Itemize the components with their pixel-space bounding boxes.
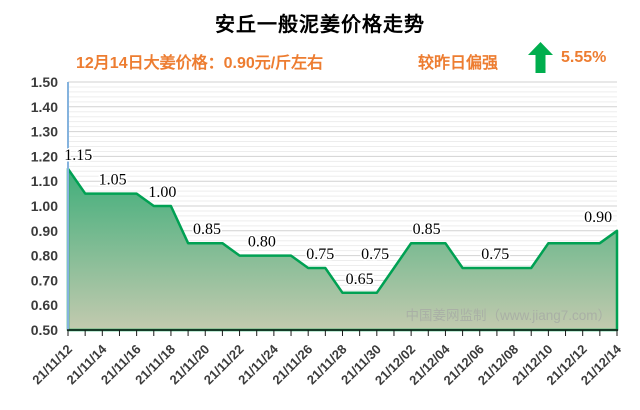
svg-text:0.80: 0.80 [248,234,276,251]
svg-text:0.70: 0.70 [31,272,58,288]
price-area-series [66,167,619,332]
svg-text:0.85: 0.85 [413,221,441,238]
svg-text:0.75: 0.75 [481,246,509,263]
svg-text:1.00: 1.00 [148,184,176,201]
data-labels: 1.15 1.05 1.00 0.85 0.80 0.75 0.65 0.75 0.85 0.75… [63,145,614,289]
svg-text:0.90: 0.90 [31,223,58,239]
up-arrow-shape [528,42,553,73]
y-axis-labels: 0.50 0.60 0.70 0.80 0.90 1.00 1.10 1.20 1.30 1.40… [31,74,58,338]
watermark-text: 中国姜网监制（www.jiang7.com） [405,308,611,323]
chart-title: 安丘一般泥姜价格走势 [215,14,425,36]
svg-text:1.30: 1.30 [31,124,58,140]
up-arrow-icon [528,42,553,73]
svg-text:1.40: 1.40 [31,99,58,115]
svg-text:1.50: 1.50 [31,74,58,90]
svg-text:1.05: 1.05 [99,172,127,189]
trend-direction-label: 较昨日偏强 [418,55,499,72]
x-axis [67,329,618,336]
price-summary-text: 12月14日大姜价格：0.90元/斤左右 [76,55,324,72]
svg-text:0.90: 0.90 [584,209,612,226]
svg-text:0.60: 0.60 [31,297,58,313]
svg-text:1.20: 1.20 [31,148,58,164]
change-percent: 5.55% [561,49,607,66]
svg-text:0.75: 0.75 [306,246,334,263]
svg-text:1.00: 1.00 [31,198,58,214]
svg-text:1.10: 1.10 [31,173,58,189]
svg-text:0.65: 0.65 [346,271,374,288]
svg-text:0.50: 0.50 [31,322,58,338]
svg-text:1.15: 1.15 [64,147,92,164]
svg-text:0.85: 0.85 [193,221,221,238]
x-axis-labels: 21/11/1221/11/1421/11/1621/11/1821/11/20… [29,341,624,388]
svg-text:0.75: 0.75 [361,246,389,263]
svg-text:0.80: 0.80 [31,248,58,264]
